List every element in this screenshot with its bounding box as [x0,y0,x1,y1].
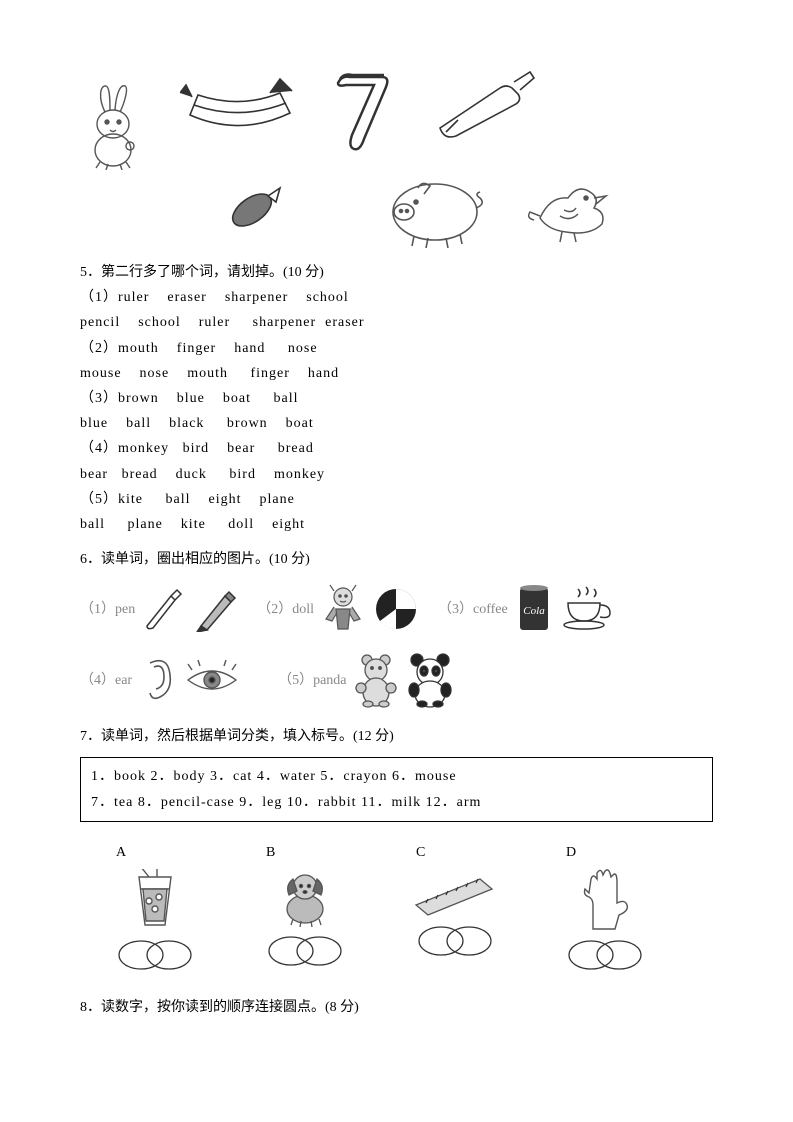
q5-4b: bear bread duck bird monkey [80,462,713,487]
answer-bubble-c[interactable] [415,923,495,959]
q6-item-2: （2）doll [257,583,420,635]
puppy-icon [275,869,335,929]
brush-icon [430,70,540,140]
q7-heading: 7．读单词，然后根据单词分类，填入标号。(12 分) [80,724,713,749]
q6-block: （1）pen （2）doll （3）coffee Cola [80,582,713,708]
q5-3a: （3）brown blue boat ball [80,386,713,411]
q5-2b: mouse nose mouth finger hand [80,361,713,386]
rabbit-icon [80,80,150,170]
pig-icon [380,170,490,250]
q6-label-3: （3）coffee [438,597,508,622]
clown-doll-icon [320,583,366,635]
eye-icon [184,660,240,700]
q7-letter-d: D [566,840,576,865]
boat-icon [180,75,300,145]
q6-label-2: （2）doll [257,597,314,622]
q7-col-c: C [410,840,500,959]
q7-col-a: A [110,840,200,973]
q7-letter-b: B [266,840,275,865]
answer-bubble-a[interactable] [115,937,195,973]
q8-heading: 8．读数字，按你读到的顺序连接圆点。(8 分) [80,995,713,1020]
bird-icon [520,170,620,250]
q5-heading: 5．第二行多了哪个词，请划掉。(10 分) [80,260,713,285]
q7-box-line2: 7．tea 8．pencil-case 9．leg 10．rabbit 11．m… [91,790,702,815]
top-image-row [80,80,713,170]
hand-icon [575,869,635,933]
crayon-icon [220,180,290,240]
cola-can-icon: Cola [514,582,554,636]
q5-2a: （2）mouth finger hand nose [80,336,713,361]
answer-bubble-d[interactable] [565,937,645,973]
top-image-row-2 [220,170,713,250]
ear-icon [138,653,178,707]
q5-3b: blue ball black brown boat [80,411,713,436]
q5-5a: （5）kite ball eight plane [80,487,713,512]
pencil-icon [193,586,239,632]
q5-1b: pencil school ruler sharpener eraser [80,310,713,335]
q7-letter-c: C [416,840,425,865]
coffee-cup-icon [560,585,614,633]
q7-col-b: B [260,840,350,969]
q6-item-3: （3）coffee Cola [438,582,614,636]
q7-letter-a: A [116,840,126,865]
q7-categories: A B C D [110,840,713,973]
svg-text:Cola: Cola [523,605,545,617]
q7-box-line1: 1．book 2．body 3．cat 4．water 5．crayon 6．m… [91,764,702,789]
teddy-icon [353,652,399,708]
panda-icon [405,652,455,708]
q5-1a: （1）ruler eraser sharpener school [80,285,713,310]
seven-icon [330,65,400,165]
q5-5b: ball plane kite doll eight [80,512,713,537]
q7-col-d: D [560,840,650,973]
q6-heading: 6．读单词，圈出相应的图片。(10 分) [80,547,713,572]
q6-label-4: （4）ear [80,668,132,693]
q7-word-box: 1．book 2．body 3．cat 4．water 5．crayon 6．m… [80,757,713,821]
q6-item-1: （1）pen [80,586,239,632]
q6-label-1: （1）pen [80,597,135,622]
drink-glass-icon [127,869,183,933]
q5-4a: （4）monkey bird bear bread [80,436,713,461]
q6-label-5: （5）panda [278,668,346,693]
ruler-icon [410,869,500,919]
ball-dark-icon [372,585,420,633]
q6-item-4: （4）ear [80,653,240,707]
answer-bubble-b[interactable] [265,933,345,969]
brush-pen-icon [141,586,187,632]
q6-item-5: （5）panda [278,652,454,708]
